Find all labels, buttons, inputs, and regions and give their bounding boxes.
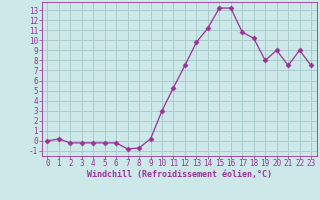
X-axis label: Windchill (Refroidissement éolien,°C): Windchill (Refroidissement éolien,°C) xyxy=(87,170,272,179)
